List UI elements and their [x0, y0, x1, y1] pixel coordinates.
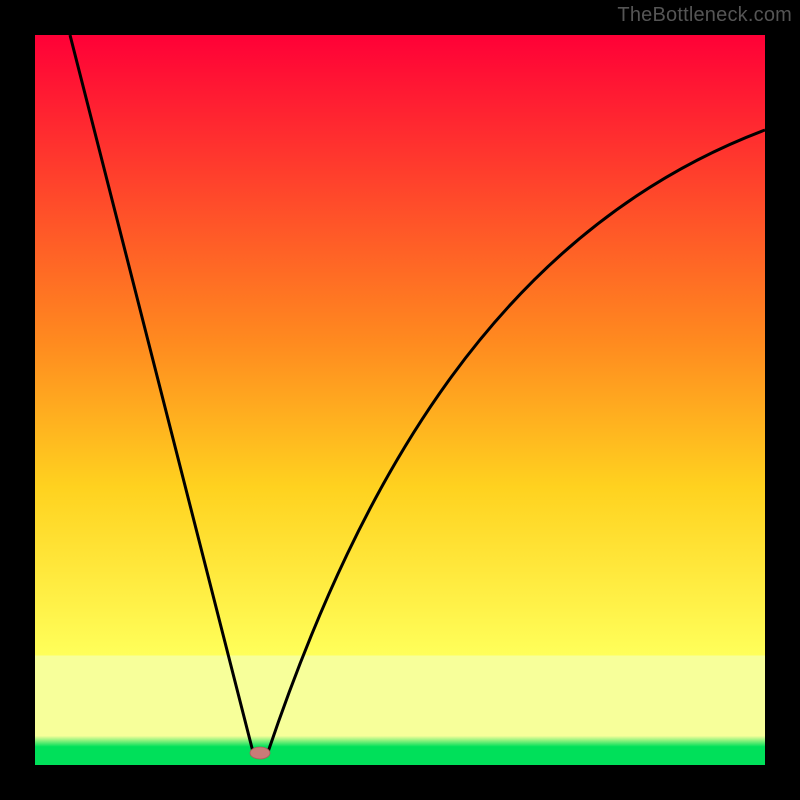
- chart-svg: [0, 0, 800, 800]
- watermark-text: TheBottleneck.com: [617, 4, 792, 27]
- plot-area: [35, 35, 765, 765]
- optimum-marker: [250, 747, 270, 759]
- chart-container: TheBottleneck.com: [0, 0, 800, 800]
